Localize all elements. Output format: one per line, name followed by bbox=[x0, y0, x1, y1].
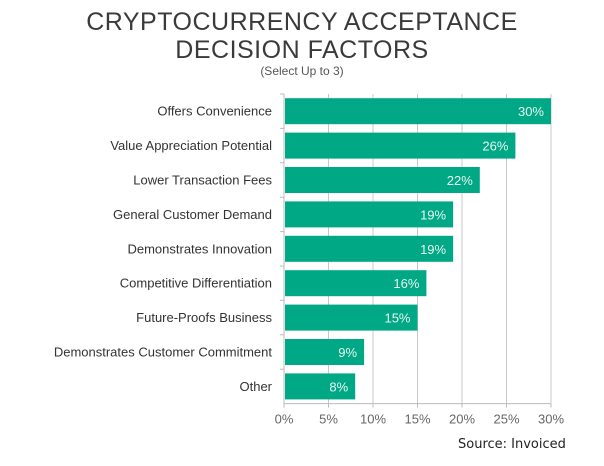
data-label: 19% bbox=[420, 207, 446, 222]
data-label: 26% bbox=[482, 139, 508, 154]
data-label: 19% bbox=[420, 242, 446, 257]
category-label: Competitive Differentiation bbox=[120, 276, 272, 291]
category-label: Lower Transaction Fees bbox=[133, 173, 272, 188]
x-tick-label: 15% bbox=[404, 412, 430, 427]
category-label: General Customer Demand bbox=[113, 207, 272, 222]
bar bbox=[285, 167, 480, 193]
bar bbox=[285, 235, 454, 262]
data-label: 30% bbox=[518, 104, 544, 119]
bar bbox=[285, 132, 516, 159]
bar bbox=[285, 270, 427, 297]
x-tick-label: 20% bbox=[449, 412, 475, 427]
chart-subtitle: (Select Up to 3) bbox=[260, 64, 344, 78]
bar bbox=[285, 339, 365, 365]
category-label: Future-Proofs Business bbox=[136, 310, 272, 325]
bar bbox=[285, 98, 551, 125]
bar bbox=[285, 201, 454, 228]
chart-title-line-1: CRYPTOCURRENCY ACCEPTANCE bbox=[86, 8, 518, 36]
data-label: 15% bbox=[384, 311, 410, 326]
bar bbox=[285, 373, 356, 400]
category-label: Offers Convenience bbox=[157, 104, 272, 119]
x-tick-label: 25% bbox=[493, 412, 519, 427]
data-label: 8% bbox=[329, 379, 348, 394]
chart-title-line-2: DECISION FACTORS bbox=[175, 36, 429, 64]
source-note: Source: Invoiced bbox=[458, 437, 566, 452]
data-label: 9% bbox=[338, 345, 357, 360]
x-tick-label: 5% bbox=[319, 412, 338, 427]
category-label: Demonstrates Innovation bbox=[127, 241, 272, 256]
x-tick-label: 30% bbox=[538, 412, 564, 427]
category-label: Other bbox=[239, 379, 272, 394]
bar bbox=[285, 304, 418, 331]
x-tick-label: 0% bbox=[275, 412, 294, 427]
category-label: Value Appreciation Potential bbox=[110, 138, 272, 153]
x-tick-label: 10% bbox=[360, 412, 386, 427]
data-label: 22% bbox=[447, 173, 473, 188]
data-label: 16% bbox=[393, 276, 419, 291]
category-label: Demonstrates Customer Commitment bbox=[54, 345, 273, 360]
